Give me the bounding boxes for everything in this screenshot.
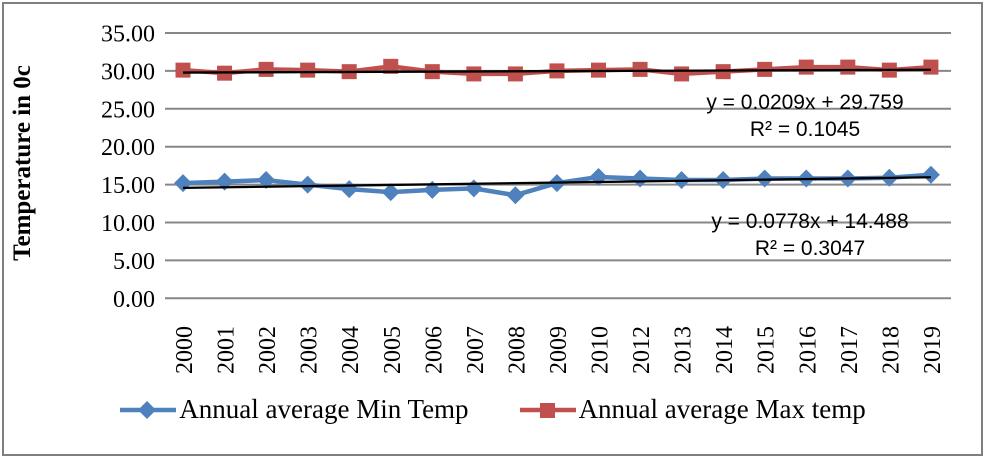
y-tick-label: 20.00 bbox=[101, 135, 155, 161]
y-tick-label: 35.00 bbox=[101, 22, 155, 48]
trendline-r2-min: R² = 0.3047 bbox=[754, 237, 866, 260]
trendline bbox=[182, 68, 931, 74]
y-tick-label: 5.00 bbox=[113, 249, 155, 275]
square-marker bbox=[383, 58, 399, 74]
square-marker bbox=[258, 61, 274, 77]
diamond-marker bbox=[257, 171, 276, 190]
x-tick-label: 2008 bbox=[504, 326, 530, 374]
y-tick-label: 30.00 bbox=[101, 59, 155, 85]
x-tick-label: 2005 bbox=[380, 326, 406, 374]
x-tick-label: 2014 bbox=[712, 326, 738, 374]
x-tick-label: 2016 bbox=[795, 326, 821, 374]
legend-label-max-temp: Annual average Max temp bbox=[578, 394, 866, 424]
diamond-marker bbox=[298, 175, 317, 194]
x-tick-label: 2007 bbox=[463, 326, 489, 374]
y-axis-title: Temperature in 0c bbox=[9, 65, 36, 261]
trendline-annotation-max: y = 0.0209x + 29.759 R² = 0.1045 bbox=[650, 89, 960, 143]
y-tick-label: 25.00 bbox=[101, 97, 155, 123]
square-marker bbox=[175, 62, 191, 78]
y-tick-label: 15.00 bbox=[101, 173, 155, 199]
x-tick-label: 2004 bbox=[338, 326, 364, 374]
max-temp-series-icon bbox=[519, 402, 576, 418]
diamond-marker bbox=[174, 174, 192, 193]
square-marker bbox=[923, 59, 939, 75]
diamond-marker bbox=[631, 169, 650, 188]
x-tick-label: 2006 bbox=[421, 326, 447, 374]
x-tick-label: 2010 bbox=[588, 326, 614, 374]
square-marker bbox=[674, 66, 690, 82]
diamond-marker bbox=[506, 186, 525, 205]
y-tick-label: 10.00 bbox=[101, 211, 155, 237]
x-tick-label: 2012 bbox=[629, 326, 655, 374]
diamond-marker bbox=[381, 183, 400, 202]
x-tick-label: 2001 bbox=[214, 326, 240, 374]
square-marker bbox=[840, 59, 856, 75]
x-tick-label: 2003 bbox=[297, 326, 323, 374]
trendlines bbox=[182, 68, 931, 190]
square-marker bbox=[632, 61, 648, 77]
trendline bbox=[182, 176, 931, 190]
trendline-equation-max: y = 0.0209x + 29.759 bbox=[706, 91, 904, 114]
legend-item-min-temp: Annual average Min Temp bbox=[119, 394, 469, 425]
x-tick-label: 2013 bbox=[671, 326, 697, 374]
y-axis-tick-labels: 0.00 5.00 10.00 15.00 20.00 25.00 30.00 35.00 bbox=[101, 22, 155, 313]
x-tick-label: 2009 bbox=[546, 326, 572, 374]
trendline-equation-min: y = 0.0778x + 14.488 bbox=[711, 210, 909, 233]
diamond-marker bbox=[464, 179, 483, 198]
y-tick-label: 0.00 bbox=[113, 287, 155, 313]
min-temp-series-icon bbox=[120, 400, 177, 419]
diamond-marker bbox=[215, 172, 234, 191]
x-tick-label: 2002 bbox=[255, 326, 281, 374]
diamond-marker bbox=[340, 180, 359, 199]
x-tick-label: 2000 bbox=[172, 326, 198, 374]
x-tick-label: 2018 bbox=[878, 326, 904, 374]
x-tick-label: 2019 bbox=[920, 326, 946, 374]
diamond-marker bbox=[921, 165, 940, 184]
square-marker bbox=[466, 66, 482, 82]
x-tick-label: 2015 bbox=[754, 326, 780, 374]
trendline-annotation-min: y = 0.0778x + 14.488 R² = 0.3047 bbox=[655, 208, 965, 262]
x-axis-tick-labels: 2000 2001 2002 2003 2004 2005 2006 2007 2008 2009… bbox=[172, 326, 946, 374]
square-marker bbox=[300, 62, 316, 78]
legend-label-min-temp: Annual average Min Temp bbox=[179, 394, 469, 424]
square-marker bbox=[798, 59, 814, 75]
square-marker bbox=[507, 66, 523, 82]
diamond-marker bbox=[589, 168, 608, 187]
legend: Annual average Min Temp Annual average M… bbox=[0, 394, 985, 425]
legend-item-max-temp: Annual average Max temp bbox=[519, 394, 866, 425]
trendline-r2-max: R² = 0.1045 bbox=[749, 118, 861, 141]
x-tick-label: 2017 bbox=[837, 326, 863, 374]
